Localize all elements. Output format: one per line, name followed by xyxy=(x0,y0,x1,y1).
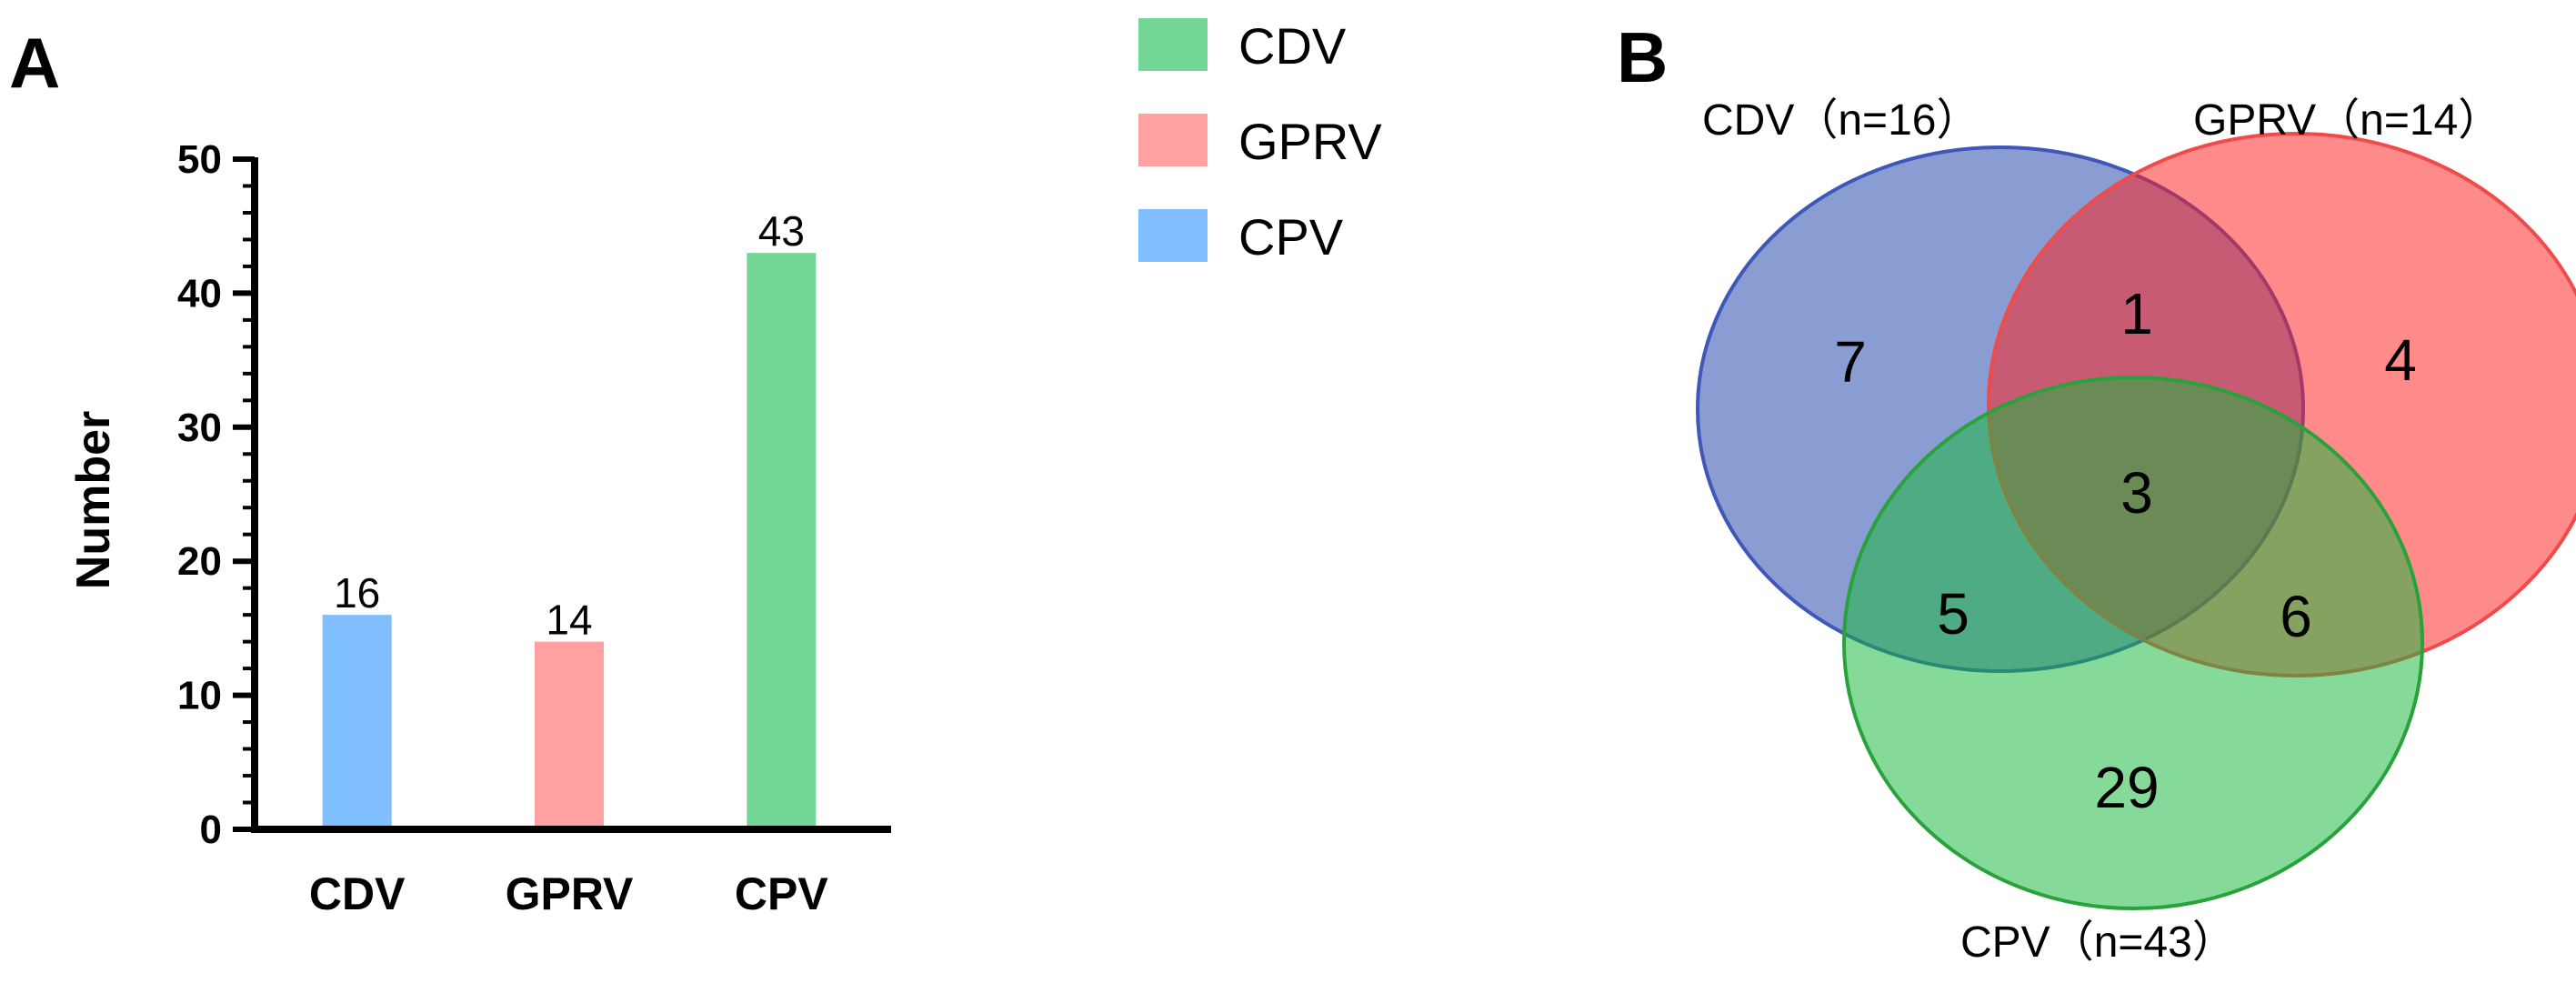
bar-chart: 0 10 20 30 40 50 CDV GPRV CPV 16 14 43 Number xyxy=(67,137,891,919)
bar-y-ticks: 0 10 20 30 40 50 xyxy=(177,137,255,852)
legend-label: CDV xyxy=(1238,17,1347,75)
venn-count-cpv: 29 xyxy=(2094,755,2159,820)
bar-gprv xyxy=(535,641,604,829)
legend-swatch xyxy=(1138,209,1208,262)
venn-count-cdv: 7 xyxy=(1834,329,1867,395)
venn-title-cdv: CDV（n=16） xyxy=(1702,96,1980,145)
x-category-label-cpv: CPV xyxy=(735,868,828,919)
bar-cpv xyxy=(747,253,817,829)
y-tick-label: 50 xyxy=(177,137,222,182)
venn-circle-cpv xyxy=(1842,376,2424,910)
legend-item-gprv: GPRV xyxy=(1138,113,1382,170)
venn-count-cdv-gprv: 1 xyxy=(2120,281,2153,346)
venn-region-counts: 7 4 29 1 5 6 3 xyxy=(1834,281,2417,820)
venn-count-gprv-cpv: 6 xyxy=(2280,584,2312,649)
x-category-label-cdv: CDV xyxy=(309,868,406,919)
bar-value-label-gprv: 14 xyxy=(546,597,592,644)
legend-item-cpv: CPV xyxy=(1138,208,1344,266)
legend-label: GPRV xyxy=(1238,113,1382,170)
y-axis-title: Number xyxy=(67,411,120,589)
venn-title-cpv: CPV（n=43） xyxy=(1960,918,2236,967)
bar-series xyxy=(322,253,817,829)
legend-swatch xyxy=(1138,18,1208,71)
y-tick-label: 10 xyxy=(177,674,222,718)
legend-label: CPV xyxy=(1238,208,1344,266)
panel-label-a: A xyxy=(9,23,60,103)
y-tick-label: 30 xyxy=(177,406,222,450)
bar-x-labels: CDV GPRV CPV xyxy=(309,868,829,919)
venn-diagram: 7 4 29 1 5 6 3 CDV（n=16） GPRV（n=14） CPV（n=43） xyxy=(1696,96,2576,967)
bar-value-labels: 16 14 43 xyxy=(334,207,805,643)
x-category-label-gprv: GPRV xyxy=(506,868,634,919)
y-tick-label: 0 xyxy=(200,807,222,852)
venn-count-cdv-gprv-cpv: 3 xyxy=(2120,460,2153,526)
venn-circles xyxy=(1696,132,2576,910)
panel-label-b: B xyxy=(1617,17,1668,97)
venn-set-titles: CDV（n=16） GPRV（n=14） CPV（n=43） xyxy=(1702,96,2501,967)
bar-cdv xyxy=(322,615,392,829)
bar-axes xyxy=(251,157,891,833)
bar-value-label-cdv: 16 xyxy=(334,569,380,617)
venn-count-gprv: 4 xyxy=(2384,327,2417,393)
legend-item-cdv: CDV xyxy=(1138,17,1347,75)
legend-swatch xyxy=(1138,114,1208,166)
venn-count-cdv-cpv: 5 xyxy=(1937,581,1970,647)
y-tick-label: 40 xyxy=(177,271,222,316)
venn-title-gprv: GPRV（n=14） xyxy=(2193,96,2501,145)
legend: CDV GPRV CPV xyxy=(1138,17,1382,266)
bar-value-label-cpv: 43 xyxy=(758,207,805,255)
y-tick-label: 20 xyxy=(177,539,222,584)
